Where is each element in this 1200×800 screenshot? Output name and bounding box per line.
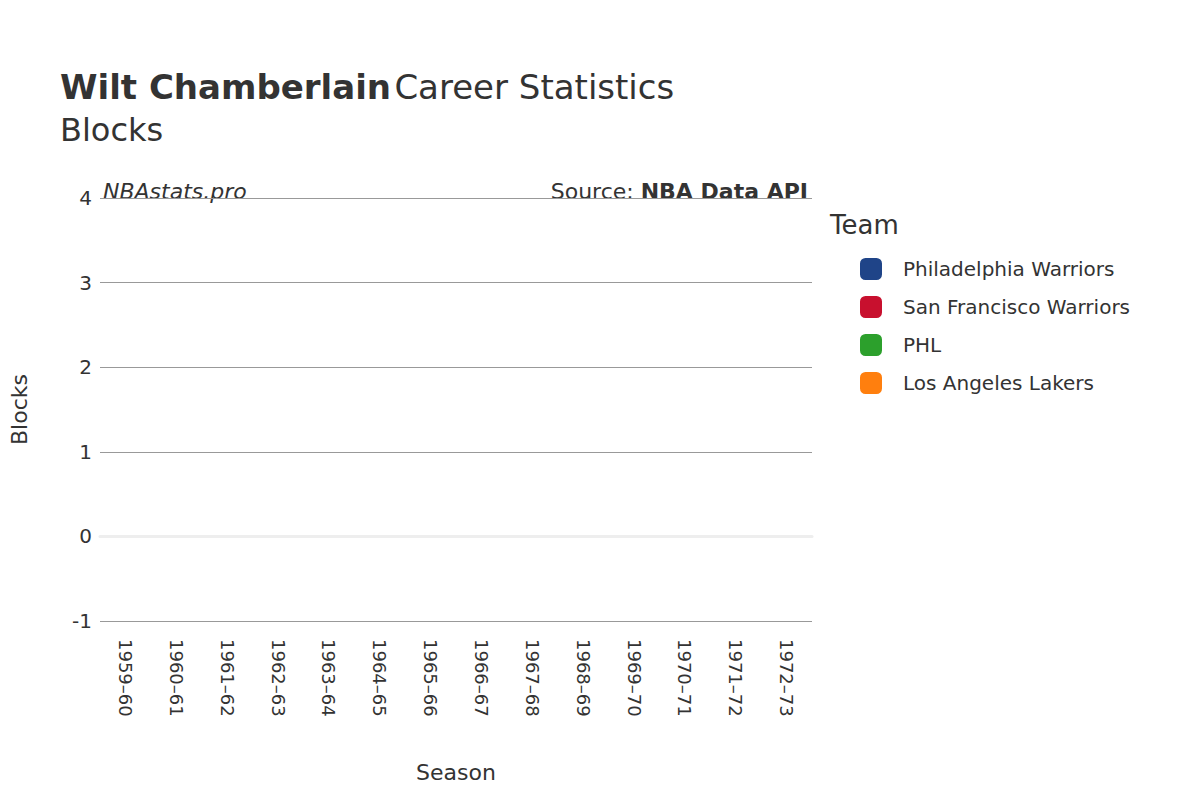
svg-text:Philadelphia Warriors: Philadelphia Warriors [903,257,1114,281]
svg-text:1959–60: 1959–60 [115,639,136,717]
svg-text:4: 4 [79,186,92,210]
svg-text:1969–70: 1969–70 [624,639,645,717]
svg-text:1972–73: 1972–73 [776,639,797,717]
svg-text:1960–61: 1960–61 [166,639,187,717]
svg-text:Team: Team [829,210,899,240]
svg-text:1965–66: 1965–66 [420,639,441,717]
svg-text:1967–68: 1967–68 [522,639,543,717]
svg-text:1968–69: 1968–69 [573,639,594,717]
svg-text:NBAstats.pro: NBAstats.pro [103,179,247,204]
svg-text:Los Angeles Lakers: Los Angeles Lakers [903,371,1094,395]
svg-text:1: 1 [79,440,92,464]
svg-text:Season: Season [416,760,496,785]
svg-text:1964–65: 1964–65 [369,639,390,717]
svg-text:2: 2 [79,355,92,379]
svg-text:NBA Data API: NBA Data API [641,179,808,204]
svg-text:1963–64: 1963–64 [318,639,339,717]
svg-text:Blocks: Blocks [60,111,163,149]
svg-text:1970–71: 1970–71 [674,639,695,717]
svg-text:1971–72: 1971–72 [725,639,746,717]
svg-text:3: 3 [79,271,92,295]
svg-text:Career Statistics: Career Statistics [394,67,674,107]
svg-text:0: 0 [79,524,92,548]
svg-text:1966–67: 1966–67 [471,639,492,717]
svg-text:1961–62: 1961–62 [217,639,238,717]
svg-text:1962–63: 1962–63 [268,639,289,717]
svg-text:Wilt Chamberlain: Wilt Chamberlain [60,67,391,107]
svg-text:PHL: PHL [903,333,942,357]
svg-text:-1: -1 [72,609,92,633]
svg-text:Blocks: Blocks [7,374,32,445]
svg-text:Source:: Source: [551,179,641,204]
svg-text:San Francisco Warriors: San Francisco Warriors [903,295,1130,319]
